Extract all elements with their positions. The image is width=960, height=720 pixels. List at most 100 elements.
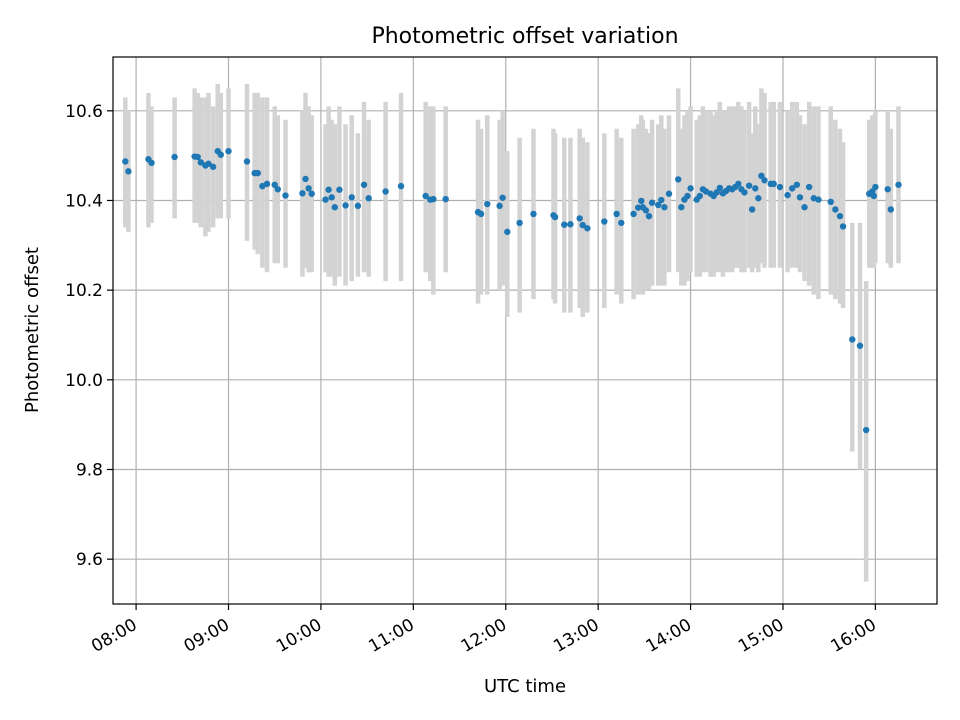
data-point (839, 223, 847, 230)
data-point (895, 181, 902, 188)
data-point (856, 342, 864, 349)
data-point (827, 198, 834, 206)
data-point (696, 192, 704, 200)
data-point (551, 213, 559, 221)
data-point (862, 426, 870, 434)
data-point (716, 184, 724, 192)
data-points (122, 147, 902, 434)
data-point (579, 221, 586, 229)
data-point (776, 183, 784, 191)
data-point (884, 186, 891, 193)
y-tick-label: 10.4 (65, 191, 103, 211)
data-point (342, 202, 349, 209)
data-point (675, 176, 682, 183)
data-point (642, 207, 650, 214)
data-point (430, 195, 437, 203)
data-point (870, 192, 878, 200)
data-point (382, 188, 389, 195)
y-tick-label: 9.6 (76, 550, 103, 570)
data-point (263, 180, 271, 188)
data-point (205, 160, 212, 167)
data-point (761, 177, 768, 184)
y-axis-label: Photometric offset (22, 247, 43, 413)
y-tick-label: 10.2 (65, 281, 103, 301)
plot-frame (112, 56, 938, 605)
data-point (567, 221, 574, 228)
data-point (496, 202, 503, 210)
data-point (601, 218, 608, 225)
data-point (397, 182, 405, 190)
data-point (801, 204, 808, 211)
data-point (271, 181, 278, 188)
data-point (678, 204, 685, 211)
data-point (872, 183, 879, 191)
data-point (122, 158, 129, 165)
data-point (530, 210, 537, 218)
data-point (713, 189, 720, 196)
data-point (328, 194, 335, 201)
data-point (658, 196, 665, 204)
data-point (422, 192, 429, 200)
data-point (171, 153, 178, 161)
data-point (648, 199, 656, 206)
data-point (336, 186, 343, 193)
data-point (752, 185, 759, 192)
data-point (784, 191, 791, 199)
data-point (793, 181, 801, 188)
data-point (360, 181, 368, 188)
data-point (796, 194, 804, 201)
data-point (832, 206, 839, 213)
x-axis-label: UTC time (484, 676, 566, 697)
data-point (516, 219, 523, 227)
data-point (308, 190, 315, 197)
data-point (635, 204, 642, 211)
data-point (613, 210, 620, 218)
data-point (735, 180, 742, 188)
data-point (484, 200, 491, 208)
data-point (684, 192, 691, 200)
data-point (655, 201, 662, 209)
data-point (331, 204, 338, 211)
data-point (770, 180, 777, 188)
data-point (197, 159, 204, 166)
data-point (815, 196, 822, 203)
data-point (125, 168, 132, 175)
data-point (477, 210, 485, 218)
data-point (442, 195, 449, 203)
data-point (665, 190, 673, 197)
data-point (302, 175, 309, 183)
data-point (499, 194, 506, 201)
data-point (325, 186, 332, 193)
y-tick-label: 10.0 (65, 371, 103, 391)
data-point (148, 159, 155, 167)
data-point (322, 196, 329, 203)
data-point (805, 183, 813, 191)
data-point (254, 169, 261, 177)
data-point (348, 194, 355, 201)
data-point (741, 189, 748, 196)
data-point (789, 185, 796, 192)
data-point (274, 186, 281, 193)
data-point (354, 202, 362, 210)
data-point (305, 185, 312, 192)
data-point (849, 336, 856, 343)
data-point (225, 147, 232, 155)
y-tick-label: 9.8 (76, 460, 103, 480)
data-point (630, 210, 637, 218)
data-point (282, 192, 289, 199)
data-point (584, 225, 591, 232)
data-point (504, 228, 511, 236)
data-point (618, 219, 625, 227)
data-point (661, 204, 668, 211)
y-axis-ticks: 9.6 9.8 10.0 10.2 10.4 10.6 (65, 102, 113, 570)
data-point (887, 206, 894, 213)
data-point (561, 221, 568, 228)
y-tick-label: 10.6 (65, 102, 103, 122)
data-point (745, 182, 753, 189)
chart-title: Photometric offset variation (371, 24, 678, 49)
data-point (755, 195, 762, 202)
data-point (758, 172, 765, 180)
data-point (748, 206, 756, 213)
data-point (645, 212, 653, 220)
